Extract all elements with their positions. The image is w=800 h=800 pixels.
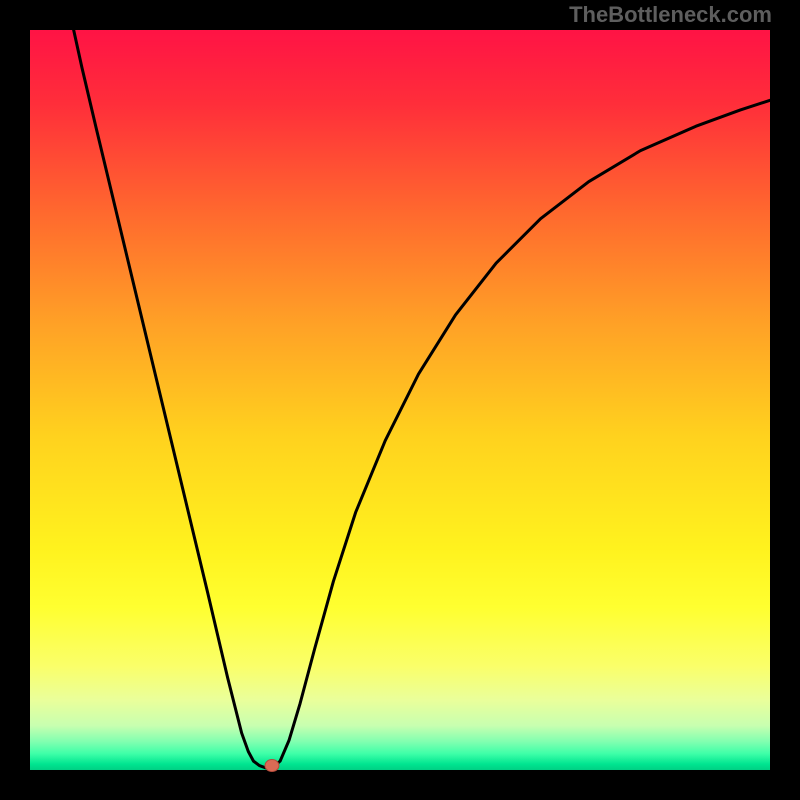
watermark-text: TheBottleneck.com <box>569 2 772 28</box>
chart-svg <box>0 0 800 800</box>
optimum-marker <box>265 760 279 772</box>
chart-container: TheBottleneck.com <box>0 0 800 800</box>
